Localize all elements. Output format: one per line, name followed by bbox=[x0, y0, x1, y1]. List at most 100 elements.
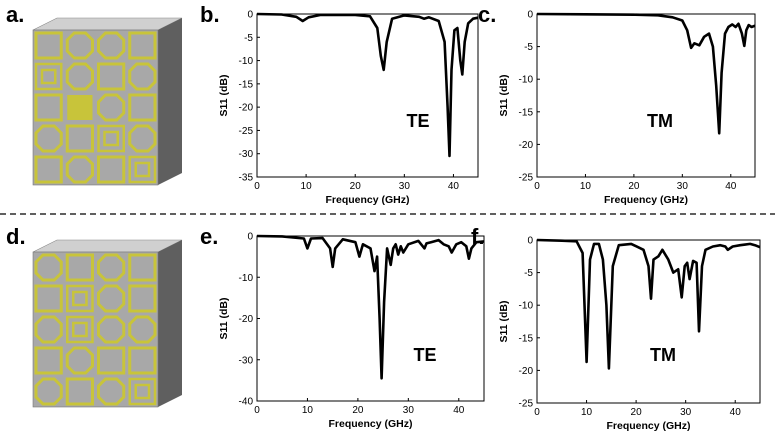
unit-cell-pattern bbox=[128, 315, 157, 344]
unit-cell-pattern bbox=[65, 253, 94, 282]
y-tick-label: -20 bbox=[239, 314, 254, 325]
x-tick-label: 0 bbox=[534, 181, 540, 192]
slab-front-face bbox=[32, 251, 159, 408]
mode-annotation: TM bbox=[650, 345, 676, 365]
unit-cell-pattern bbox=[34, 377, 63, 406]
unit-cell-pattern bbox=[34, 93, 63, 122]
chart-c: 0 10 20 30 40 0 -5 -10 -15 -20 -25 Frequency (GHz) S… bbox=[498, 10, 756, 206]
chart-f: 0 10 20 30 40 0 -5 -10 -15 -20 -25 Frequency (GHz) S… bbox=[498, 236, 761, 432]
unit-cell-pattern bbox=[34, 284, 63, 313]
unit-cell-pattern bbox=[128, 253, 157, 282]
panel-label-d: d. bbox=[6, 224, 26, 249]
x-axis-label: Frequency (GHz) bbox=[325, 194, 409, 206]
x-tick-label: 40 bbox=[730, 407, 742, 418]
unit-cell-pattern bbox=[65, 155, 94, 184]
y-tick-label: -25 bbox=[239, 126, 254, 137]
y-tick-label: -10 bbox=[239, 273, 254, 284]
x-tick-label: 30 bbox=[680, 407, 692, 418]
y-tick-label: -5 bbox=[524, 42, 533, 53]
series-line-s11 bbox=[536, 12, 756, 135]
x-axis-label: Frequency (GHz) bbox=[604, 194, 688, 206]
x-axis-label: Frequency (GHz) bbox=[606, 420, 690, 432]
unit-cell-pattern bbox=[128, 284, 157, 313]
chart-b: 0 10 20 30 40 0 -5 -10 -15 -20 -25 -30 -35 Frequency … bbox=[218, 10, 479, 206]
y-tick-label: -30 bbox=[239, 355, 254, 366]
y-tick-label: -35 bbox=[239, 173, 254, 184]
x-tick-label: 20 bbox=[350, 181, 362, 192]
unit-cell-pattern bbox=[97, 93, 126, 122]
unit-cell-pattern bbox=[128, 377, 157, 406]
y-tick-label: -5 bbox=[524, 268, 533, 279]
x-tick-label: 40 bbox=[448, 181, 460, 192]
unit-cell-pattern bbox=[66, 315, 94, 344]
x-tick-label: 30 bbox=[677, 181, 689, 192]
x-tick-label: 40 bbox=[725, 181, 737, 192]
series-line-s11 bbox=[256, 234, 485, 380]
unit-cell-pattern bbox=[66, 284, 94, 313]
y-tick-label: 0 bbox=[527, 10, 533, 21]
x-tick-label: 20 bbox=[631, 407, 643, 418]
y-tick-label: -25 bbox=[519, 399, 534, 410]
unit-cell-pattern bbox=[34, 155, 63, 184]
x-tick-label: 20 bbox=[352, 405, 364, 416]
chart-e: 0 10 20 30 40 0 -10 -20 -30 -40 Frequency (GHz) S11… bbox=[218, 232, 485, 430]
unit-cell-pattern bbox=[97, 31, 126, 60]
unit-cell-pattern bbox=[65, 62, 94, 91]
unit-cell-pattern bbox=[128, 93, 157, 122]
unit-cell-pattern bbox=[97, 284, 126, 313]
x-tick-label: 10 bbox=[302, 405, 314, 416]
y-tick-label: -15 bbox=[519, 333, 534, 344]
y-axis-label: S11 (dB) bbox=[498, 300, 510, 342]
y-tick-label: -30 bbox=[239, 149, 254, 160]
panel-label-b: b. bbox=[200, 2, 220, 27]
y-axis-label: S11 (dB) bbox=[218, 74, 230, 116]
mode-annotation: TE bbox=[406, 111, 429, 131]
y-tick-label: -5 bbox=[244, 33, 253, 44]
y-tick-label: -20 bbox=[519, 140, 534, 151]
unit-cell-pattern bbox=[97, 346, 126, 375]
plot-frame bbox=[256, 13, 479, 178]
x-tick-label: 20 bbox=[628, 181, 640, 192]
panel-label-e: e. bbox=[200, 224, 218, 249]
y-tick-label: -15 bbox=[239, 79, 254, 90]
mode-annotation: TE bbox=[413, 345, 436, 365]
x-tick-label: 0 bbox=[254, 405, 260, 416]
y-axis-label: S11 (dB) bbox=[218, 297, 230, 339]
unit-cell-pattern bbox=[65, 124, 94, 153]
mode-annotation: TM bbox=[647, 111, 673, 131]
y-tick-label: 0 bbox=[247, 232, 253, 243]
unit-cell-pattern bbox=[97, 155, 126, 184]
unit-cell-pattern bbox=[97, 62, 126, 91]
unit-cell-pattern bbox=[128, 124, 157, 153]
y-tick-label: -20 bbox=[239, 103, 254, 114]
x-tick-label: 30 bbox=[399, 181, 411, 192]
plot-frame bbox=[536, 239, 761, 404]
slab-side-face bbox=[158, 18, 182, 185]
x-tick-label: 0 bbox=[254, 181, 260, 192]
x-tick-label: 10 bbox=[581, 407, 593, 418]
y-tick-label: 0 bbox=[247, 10, 253, 21]
unit-cell-pattern bbox=[34, 31, 63, 60]
unit-cell-pattern bbox=[65, 31, 94, 60]
slab-top-face bbox=[32, 17, 183, 31]
x-tick-label: 10 bbox=[580, 181, 592, 192]
unit-cell-pattern bbox=[34, 315, 63, 344]
slab-front-face bbox=[32, 29, 159, 186]
unit-cell-pattern bbox=[128, 31, 157, 60]
x-tick-label: 0 bbox=[534, 407, 540, 418]
x-tick-label: 40 bbox=[453, 405, 465, 416]
y-tick-label: -10 bbox=[239, 56, 254, 67]
unit-cell-pattern bbox=[34, 346, 63, 375]
unit-cell-pattern bbox=[97, 124, 125, 153]
unit-cell-pattern bbox=[67, 95, 93, 120]
unit-cell-pattern bbox=[65, 346, 94, 375]
unit-cell-pattern bbox=[34, 253, 63, 282]
unit-cell-pattern bbox=[128, 346, 157, 375]
series-line-s11 bbox=[256, 12, 479, 158]
y-axis-label: S11 (dB) bbox=[498, 74, 510, 116]
unit-cell-pattern bbox=[34, 124, 63, 153]
unit-cell-pattern bbox=[34, 62, 63, 91]
metasurface-a bbox=[32, 17, 183, 186]
y-tick-label: -15 bbox=[519, 107, 534, 118]
